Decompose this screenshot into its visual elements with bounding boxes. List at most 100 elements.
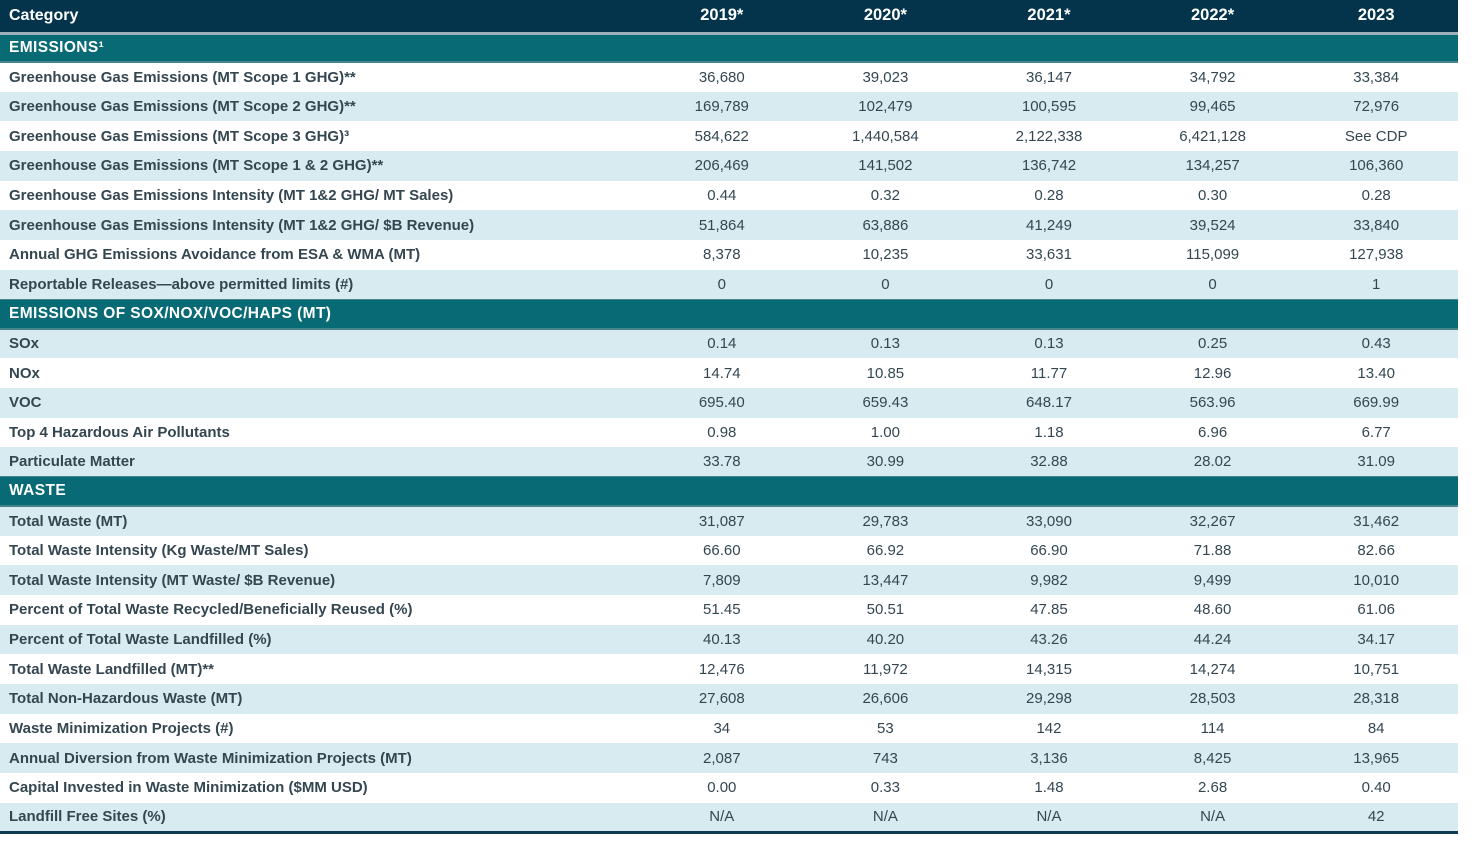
row-label: Annual Diversion from Waste Minimization…: [9, 749, 412, 767]
value-cell: 0.30: [1197, 187, 1228, 205]
value-cell: 169,789: [694, 98, 749, 116]
value-cell: 0.14: [707, 335, 737, 353]
value-cell: 142: [1036, 720, 1062, 738]
value-cell: 114: [1200, 720, 1225, 738]
table-row: Total Waste (MT) 31,087 29,783 33,090 32,267…: [0, 505, 1458, 536]
value-cell: 36,147: [1026, 68, 1072, 86]
value-cell: 14.74: [703, 364, 741, 382]
value-cell: 42: [1367, 808, 1385, 826]
row-label: Greenhouse Gas Emissions (MT Scope 1 & 2…: [9, 157, 384, 175]
row-label: Reportable Releases—above permitted limi…: [9, 275, 354, 293]
value-cell: 106,360: [1349, 157, 1404, 175]
row-label: Total Waste Landfilled (MT)**: [9, 660, 214, 678]
value-cell: 27,608: [698, 690, 745, 708]
value-cell: 10,235: [862, 246, 909, 264]
table-row: Greenhouse Gas Emissions (MT Scope 1 & 2…: [0, 151, 1458, 181]
value-cell: 48.60: [1193, 601, 1232, 619]
value-cell: N/A: [1036, 808, 1062, 826]
table-row: NOx 14.74 10.85 11.77 12.96 13.40: [0, 358, 1458, 388]
table-row: Greenhouse Gas Emissions (MT Scope 3 GHG…: [0, 121, 1458, 152]
value-cell: 0: [717, 275, 726, 293]
value-cell: 206,469: [694, 157, 749, 175]
value-cell: 743: [872, 749, 898, 767]
value-cell: 33,631: [1026, 246, 1072, 264]
row-label: NOx: [9, 364, 40, 382]
value-cell: 100,595: [1021, 98, 1077, 116]
value-cell: 14,315: [1026, 660, 1072, 678]
row-label: Waste Minimization Projects (#): [9, 720, 234, 738]
value-cell: 0.44: [707, 187, 737, 205]
value-cell: 40.13: [703, 631, 741, 649]
column-header-year: 2023: [1294, 0, 1458, 35]
value-cell: 47.85: [1030, 601, 1068, 619]
value-cell: 1.18: [1034, 423, 1064, 441]
row-label: Total Waste Intensity (MT Waste/ $B Reve…: [9, 571, 336, 589]
value-cell: N/A: [709, 808, 735, 826]
row-label: Total Non-Hazardous Waste (MT): [9, 690, 243, 708]
section-header-label: EMISSIONS¹: [0, 32, 1458, 63]
table-row: Capital Invested in Waste Minimization (…: [0, 773, 1458, 803]
value-cell: 0.13: [870, 335, 900, 353]
value-cell: 34.17: [1357, 631, 1395, 649]
esg-metrics-table: Category 2019* 2020* 2021* 2022* 2023 EMISSI…: [0, 0, 1458, 834]
value-cell: 14,274: [1189, 660, 1236, 678]
value-cell: 695.40: [698, 394, 745, 412]
value-cell: 34: [713, 720, 731, 738]
table-row: Greenhouse Gas Emissions Intensity (MT 1…: [0, 180, 1458, 211]
value-cell: 30.99: [866, 453, 905, 471]
table-row: VOC 695.40 659.43 648.17 563.96 669.99: [0, 387, 1458, 418]
value-cell: 39,524: [1189, 216, 1236, 234]
value-cell: 53: [877, 720, 894, 738]
value-cell: 13,447: [862, 571, 909, 589]
value-cell: 32.88: [1030, 453, 1068, 471]
value-cell: 141,502: [858, 157, 913, 175]
value-cell: 11.77: [1030, 364, 1068, 382]
row-label: Landfill Free Sites (%): [9, 808, 166, 826]
value-cell: 33,384: [1353, 68, 1400, 86]
value-cell: 26,606: [862, 690, 909, 708]
value-cell: 12,476: [698, 660, 745, 678]
value-cell: 9,982: [1030, 571, 1068, 589]
value-cell: 584,622: [694, 127, 749, 145]
value-cell: 29,783: [862, 512, 909, 530]
value-cell: 10,010: [1353, 571, 1400, 589]
section-header-label: WASTE: [0, 476, 1458, 507]
value-cell: 0.25: [1197, 335, 1228, 353]
value-cell: 33,090: [1026, 512, 1072, 530]
value-cell: 44.24: [1193, 631, 1232, 649]
table-row: Total Waste Landfilled (MT)** 12,476 11,97…: [0, 654, 1458, 685]
value-cell: 32,267: [1189, 512, 1236, 530]
value-cell: 0: [1044, 275, 1054, 293]
value-cell: 82.66: [1357, 541, 1395, 559]
section-header-label: EMISSIONS OF SOX/NOX/VOC/HAPS (MT): [0, 299, 1458, 330]
value-cell: 2.68: [1197, 779, 1228, 797]
table-row: Particulate Matter 33.78 30.99 32.88 28.02 31…: [0, 447, 1458, 477]
table-body: EMISSIONS¹ Greenhouse Gas Emissions (MT S…: [0, 32, 1458, 833]
value-cell: 2,087: [703, 749, 741, 767]
value-cell: 1.48: [1034, 779, 1064, 797]
value-cell: 13.40: [1357, 364, 1395, 382]
value-cell: 6.96: [1197, 423, 1228, 441]
row-label: Capital Invested in Waste Minimization (…: [9, 779, 368, 797]
row-label: Greenhouse Gas Emissions (MT Scope 2 GHG…: [9, 98, 356, 116]
column-header-year: 2019*: [640, 0, 804, 35]
value-cell: 134,257: [1185, 157, 1240, 175]
table-row: Top 4 Hazardous Air Pollutants 0.98 1.00 1.…: [0, 417, 1458, 448]
row-label: Greenhouse Gas Emissions (MT Scope 1 GHG…: [9, 68, 356, 86]
row-label: Greenhouse Gas Emissions (MT Scope 3 GHG…: [9, 127, 350, 145]
value-cell: 13,965: [1353, 749, 1400, 767]
value-cell: N/A: [872, 808, 898, 826]
row-label: Percent of Total Waste Recycled/Benefici…: [9, 601, 413, 619]
value-cell: 659.43: [862, 394, 909, 412]
column-header-year: 2020*: [803, 0, 968, 35]
value-cell: 563.96: [1189, 394, 1236, 412]
value-cell: 115,099: [1186, 246, 1240, 264]
value-cell: 33,840: [1353, 216, 1400, 234]
section-header-row: EMISSIONS OF SOX/NOX/VOC/HAPS (MT): [0, 299, 1458, 330]
value-cell: 0.98: [707, 423, 737, 441]
value-cell: 29,298: [1026, 690, 1072, 708]
value-cell: See CDP: [1344, 127, 1408, 145]
value-cell: 102,479: [858, 98, 913, 116]
table-row: Total Waste Intensity (Kg Waste/MT Sales…: [0, 535, 1458, 566]
value-cell: 0.28: [1361, 187, 1391, 205]
